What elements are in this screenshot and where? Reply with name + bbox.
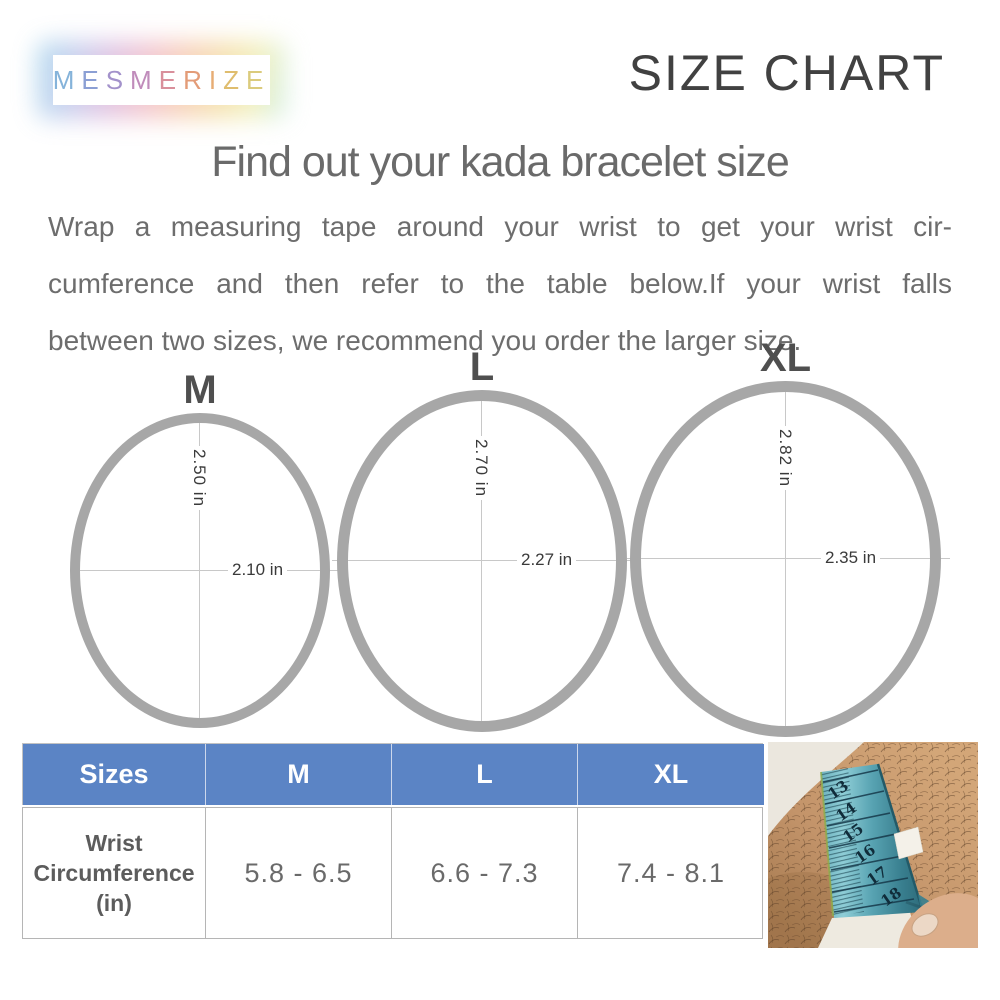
value-cell-m: 5.8 - 6.5 [206, 808, 392, 938]
brand-letter: R [183, 65, 209, 95]
header-cell-xl: XL [578, 744, 764, 805]
bracelet-size-label-l: L [469, 345, 495, 389]
brand-letter: E [81, 65, 106, 95]
instruction-line: between two sizes, we recommend you orde… [48, 325, 802, 356]
brand-letter: I [208, 65, 224, 95]
tape-tag [893, 826, 924, 860]
brand-letter: M [52, 65, 82, 95]
page-title: SIZE CHART [628, 45, 945, 101]
size-table-row: Wrist Circumference (in) 5.8 - 6.5 6.6 -… [22, 807, 763, 939]
vertical-measurement-xl: 2.82 in [774, 426, 796, 491]
bracelet-circle-l [337, 390, 627, 732]
header-cell-sizes: Sizes [23, 744, 206, 805]
value-cell-l: 6.6 - 7.3 [392, 808, 578, 938]
wrist-measuring-tape-photo: 13 14 15 16 17 18 [768, 742, 978, 948]
section-heading: Find out your kada bracelet size [211, 138, 790, 186]
thumb [898, 893, 978, 948]
surface-sliver [818, 912, 920, 948]
vertical-measurement-l: 2.70 in [470, 436, 492, 501]
row-label-cell: Wrist Circumference (in) [23, 808, 206, 938]
bracelet-circle-xl [630, 381, 941, 737]
brand-letter: E [245, 65, 271, 95]
brand-letter: Z [223, 65, 246, 95]
header-cell-m: M [206, 744, 392, 805]
thumb-nail [911, 913, 939, 937]
instruction-line: Wrap a measuring tape around your wrist … [48, 211, 952, 242]
brand-letter: E [158, 65, 184, 95]
vertical-measurement-m: 2.50 in [188, 446, 210, 511]
brand-letter: S [105, 65, 131, 95]
size-table: Sizes M L XL Wrist Circumference (in) 5.… [22, 743, 764, 939]
horizontal-measurement-xl: 2.35 in [821, 547, 881, 568]
header-cell-l: L [392, 744, 578, 805]
value-cell-xl: 7.4 - 8.1 [616, 857, 726, 888]
size-table-header: Sizes M L XL [22, 743, 764, 805]
horizontal-measurement-l: 2.27 in [517, 549, 577, 570]
horizontal-measurement-m: 2.10 in [228, 559, 288, 580]
brand-letter: M [130, 65, 159, 95]
instructions: Wrap a measuring tape around your wrist … [48, 198, 952, 369]
instruction-line: cumference and then refer to the table b… [48, 268, 952, 299]
bracelet-size-label-m: M [183, 368, 217, 412]
bracelet-circle-m [70, 413, 330, 728]
bracelet-size-label-xl: XL [759, 336, 812, 380]
